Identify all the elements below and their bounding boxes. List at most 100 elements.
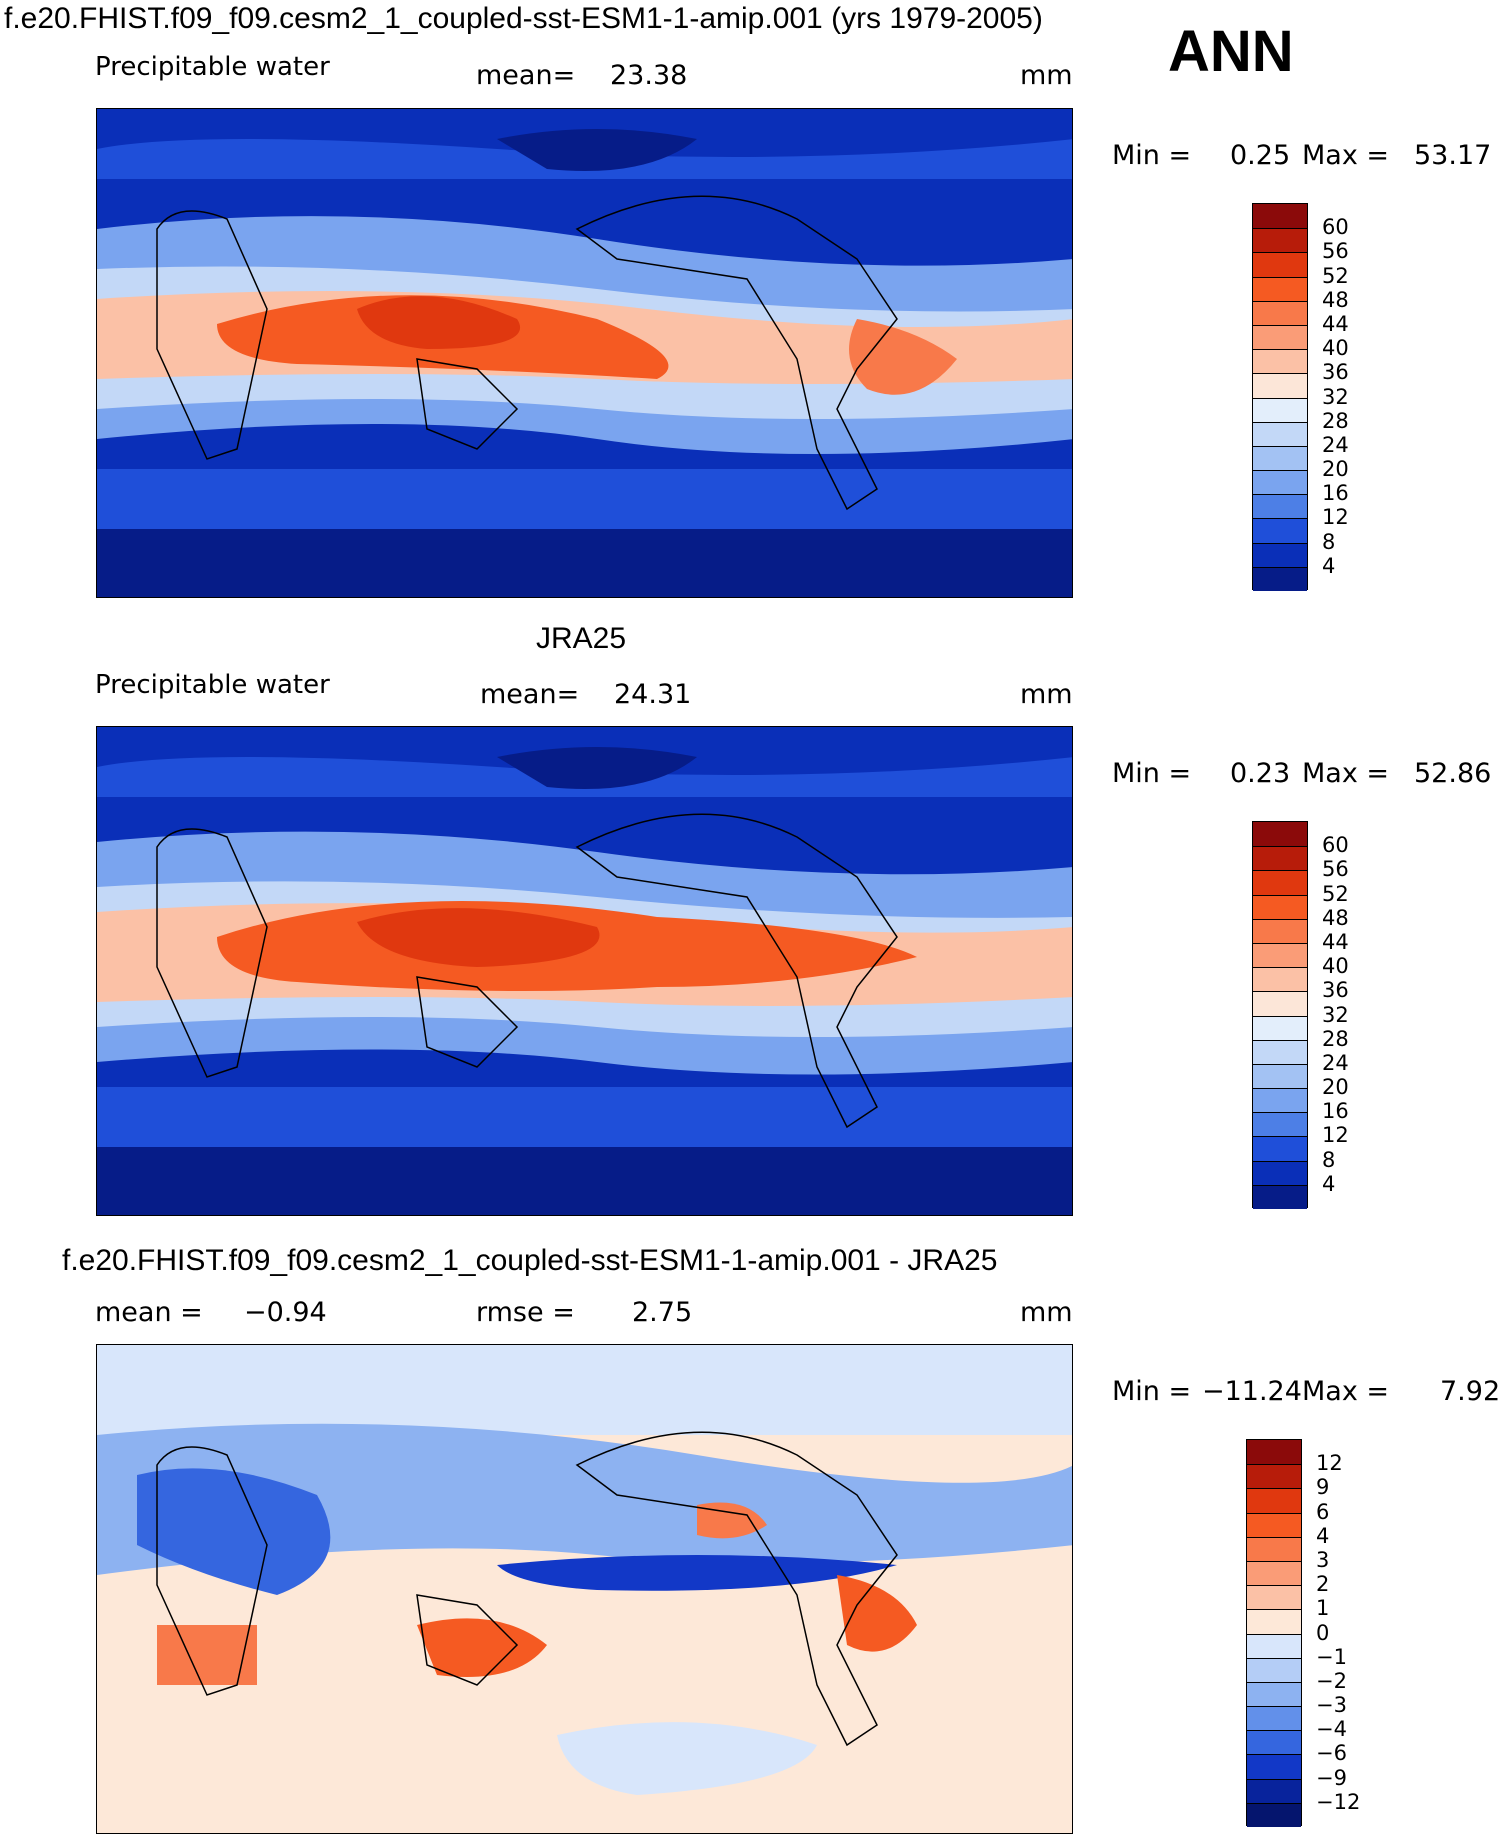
colorbar-tick-label: −1 — [1316, 1644, 1347, 1669]
units-label: mm — [1020, 1297, 1073, 1328]
mean-label: mean = — [95, 1297, 203, 1328]
colorbar-tick-label: 16 — [1322, 1099, 1349, 1124]
colorbar-segment — [1253, 942, 1307, 968]
colorbar-tick-label: 8 — [1322, 1147, 1336, 1172]
colorbar-segment — [1253, 421, 1307, 446]
colorbar-segment — [1247, 1657, 1301, 1682]
colorbar-segment — [1247, 1730, 1301, 1755]
colorbar-diff: 12 9 6 4 3 2 1 0 −1 −2 −3 −4 −6 −9 −12 — [1246, 1439, 1360, 1827]
colorbar-tick-label: 36 — [1322, 978, 1349, 1003]
units-label: mm — [1020, 679, 1073, 710]
min-label: Min = — [1112, 1376, 1192, 1407]
colorbar-segment — [1253, 494, 1307, 519]
colorbar-segment — [1253, 204, 1307, 229]
max-label: Max = — [1302, 1376, 1390, 1407]
colorbar-tick-label: 56 — [1322, 857, 1349, 882]
colorbar-segment — [1253, 894, 1307, 919]
colorbar-segment — [1247, 1464, 1301, 1489]
max-label: Max = — [1302, 140, 1390, 171]
colorbar-tick-label: 44 — [1322, 929, 1349, 954]
colorbar-segment — [1253, 870, 1307, 895]
colorbar-box — [1252, 203, 1308, 591]
colorbar-segment — [1247, 1440, 1301, 1465]
colorbar-tick-label: −4 — [1316, 1717, 1347, 1742]
colorbar-tick-label: 12 — [1322, 505, 1349, 530]
colorbar-segment — [1247, 1754, 1301, 1779]
variable-label: Precipitable water — [95, 670, 330, 700]
colorbar-segment — [1253, 542, 1307, 567]
colorbar-segment — [1253, 1039, 1307, 1064]
colorbar-tick-label: 28 — [1322, 1026, 1349, 1051]
colorbar-segment — [1247, 1585, 1301, 1610]
variable-label: Precipitable water — [95, 52, 330, 82]
colorbar-tick-label: 2 — [1316, 1572, 1330, 1597]
colorbar-tick-label: 32 — [1322, 384, 1349, 409]
colorbar-segment — [1247, 1633, 1301, 1658]
min-value: 0.25 — [1230, 140, 1291, 171]
units-label: mm — [1020, 60, 1073, 91]
max-label: Max = — [1302, 758, 1390, 789]
rmse-value: 2.75 — [632, 1297, 693, 1328]
colorbar-tick-label: 20 — [1322, 1075, 1349, 1100]
rmse-label: rmse = — [476, 1297, 575, 1328]
colorbar-segment — [1253, 1160, 1307, 1185]
map-model — [96, 108, 1073, 598]
colorbar-segment — [1247, 1488, 1301, 1513]
mean-label: mean= — [476, 60, 576, 91]
colorbar-segment — [1253, 324, 1307, 350]
colorbar-segment — [1247, 1609, 1301, 1634]
colorbar-tick-label: 24 — [1322, 1050, 1349, 1075]
colorbar-segment — [1253, 397, 1307, 422]
colorbar-segment — [1253, 1015, 1307, 1040]
colorbar-tick-label: 36 — [1322, 360, 1349, 385]
colorbar-tick-label: −12 — [1316, 1789, 1361, 1814]
colorbar-segment — [1253, 1184, 1307, 1209]
panel-title: JRA25 — [536, 622, 627, 655]
colorbar-tick-label: 40 — [1322, 336, 1349, 361]
colorbar-segment — [1253, 822, 1307, 847]
min-value: 0.23 — [1230, 758, 1291, 789]
colorbar-segment — [1253, 967, 1307, 992]
colorbar-tick-label: 32 — [1322, 1002, 1349, 1027]
colorbar-tick-label: 9 — [1316, 1475, 1330, 1500]
colorbar-tick-label: 8 — [1322, 529, 1336, 554]
min-value: −11.24 — [1202, 1376, 1302, 1407]
mean-value: −0.94 — [244, 1297, 327, 1328]
colorbar-tick-label: 24 — [1322, 432, 1349, 457]
min-label: Min = — [1112, 758, 1192, 789]
colorbar-tick-label: −6 — [1316, 1741, 1347, 1766]
colorbar-tick-label: 60 — [1322, 215, 1349, 240]
colorbar-segment — [1253, 470, 1307, 495]
colorbar-segment — [1253, 276, 1307, 301]
colorbar-tick-label: 52 — [1322, 263, 1349, 288]
colorbar-box — [1252, 821, 1308, 1209]
min-label: Min = — [1112, 140, 1192, 171]
season-label: ANN — [1168, 19, 1294, 84]
colorbar-tick-label: 20 — [1322, 457, 1349, 482]
max-value: 52.86 — [1414, 758, 1492, 789]
colorbar-segment — [1247, 1706, 1301, 1731]
colorbar-tick-label: 28 — [1322, 408, 1349, 433]
colorbar-obs: 60 56 52 48 44 40 36 32 28 24 20 16 12 8 4 — [1252, 821, 1349, 1209]
colorbar-tick-label: 12 — [1322, 1123, 1349, 1148]
colorbar-box — [1246, 1439, 1302, 1827]
colorbar-tick-label: −3 — [1316, 1693, 1347, 1718]
colorbar-tick-label: 44 — [1322, 311, 1349, 336]
mean-value: 24.31 — [614, 679, 692, 710]
colorbar-tick-label: 0 — [1316, 1620, 1330, 1645]
panel-title: f.e20.FHIST.f09_f09.cesm2_1_coupled-sst-… — [62, 1244, 998, 1277]
colorbar-tick-label: 4 — [1322, 553, 1336, 578]
colorbar-tick-label: 16 — [1322, 481, 1349, 506]
colorbar-segment — [1253, 846, 1307, 871]
colorbar-segment — [1253, 1112, 1307, 1137]
mean-label: mean= — [480, 679, 580, 710]
colorbar-segment — [1247, 1778, 1301, 1803]
mean-value: 23.38 — [610, 60, 688, 91]
colorbar-segment — [1253, 228, 1307, 253]
colorbar-segment — [1253, 300, 1307, 325]
max-value: 7.92 — [1440, 1376, 1499, 1407]
colorbar-segment — [1253, 373, 1307, 398]
colorbar-model: 60 56 52 48 44 40 36 32 28 24 20 16 12 8 4 — [1252, 203, 1349, 591]
colorbar-tick-label: 60 — [1322, 833, 1349, 858]
colorbar-tick-label: 3 — [1316, 1547, 1330, 1572]
